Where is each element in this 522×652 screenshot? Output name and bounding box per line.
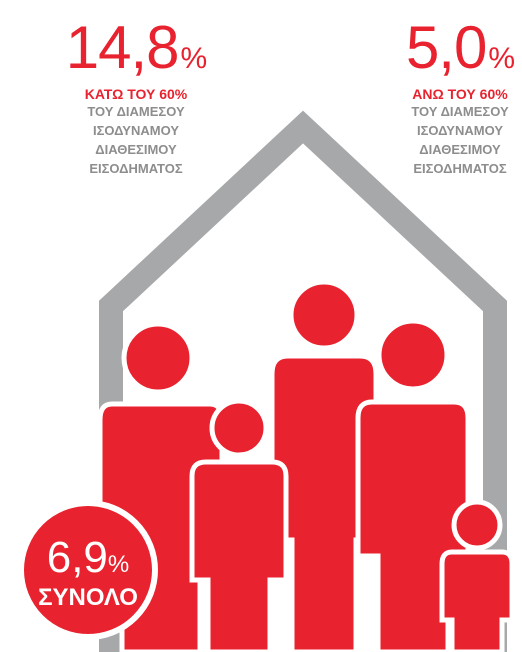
total-value: 6,9%: [46, 533, 130, 582]
family-icon: [97, 279, 515, 652]
below-60-value: 14,8%: [65, 14, 207, 81]
below-60-line: ΙΣΟΔΥΝΑΜΟΥ: [92, 123, 180, 138]
above-60-line: ΔΙΑΘΕΣΙΜΟΥ: [419, 142, 501, 157]
above-60-value: 5,0%: [405, 14, 515, 81]
child-figure: [189, 398, 289, 652]
below-60-line: ΔΙΑΘΕΣΙΜΟΥ: [95, 142, 177, 157]
adult-center-figure: [269, 279, 379, 652]
total-label: ΣΥΝΟΛΟ: [38, 584, 138, 611]
below-60-stat: 14,8% ΚΑΤΩ ΤΟΥ 60% ΤΟΥ ΔΙΑΜΕΣΟΥ ΙΣΟΔΥΝΑΜ…: [56, 18, 216, 178]
above-60-stat: 5,0% ΑΝΩ ΤΟΥ 60% ΤΟΥ ΔΙΑΜΕΣΟΥ ΙΣΟΔΥΝΑΜΟΥ…: [385, 18, 522, 178]
above-60-line: ΙΣΟΔΥΝΑΜΟΥ: [416, 123, 504, 138]
below-60-heading: ΚΑΤΩ ΤΟΥ 60%: [84, 86, 188, 102]
below-60-line: ΕΙΣΟΔΗΜΑΤΟΣ: [89, 161, 183, 176]
above-60-line: ΤΟΥ ΔΙΑΜΕΣΟΥ: [411, 104, 509, 119]
below-60-line: ΤΟΥ ΔΙΑΜΕΣΟΥ: [87, 104, 185, 119]
toddler-figure: [439, 499, 515, 652]
above-60-line: ΕΙΣΟΔΗΜΑΤΟΣ: [413, 161, 507, 176]
total-badge: 6,9% ΣΥΝΟΛΟ: [18, 500, 158, 640]
above-60-heading: ΑΝΩ ΤΟΥ 60%: [412, 86, 508, 102]
